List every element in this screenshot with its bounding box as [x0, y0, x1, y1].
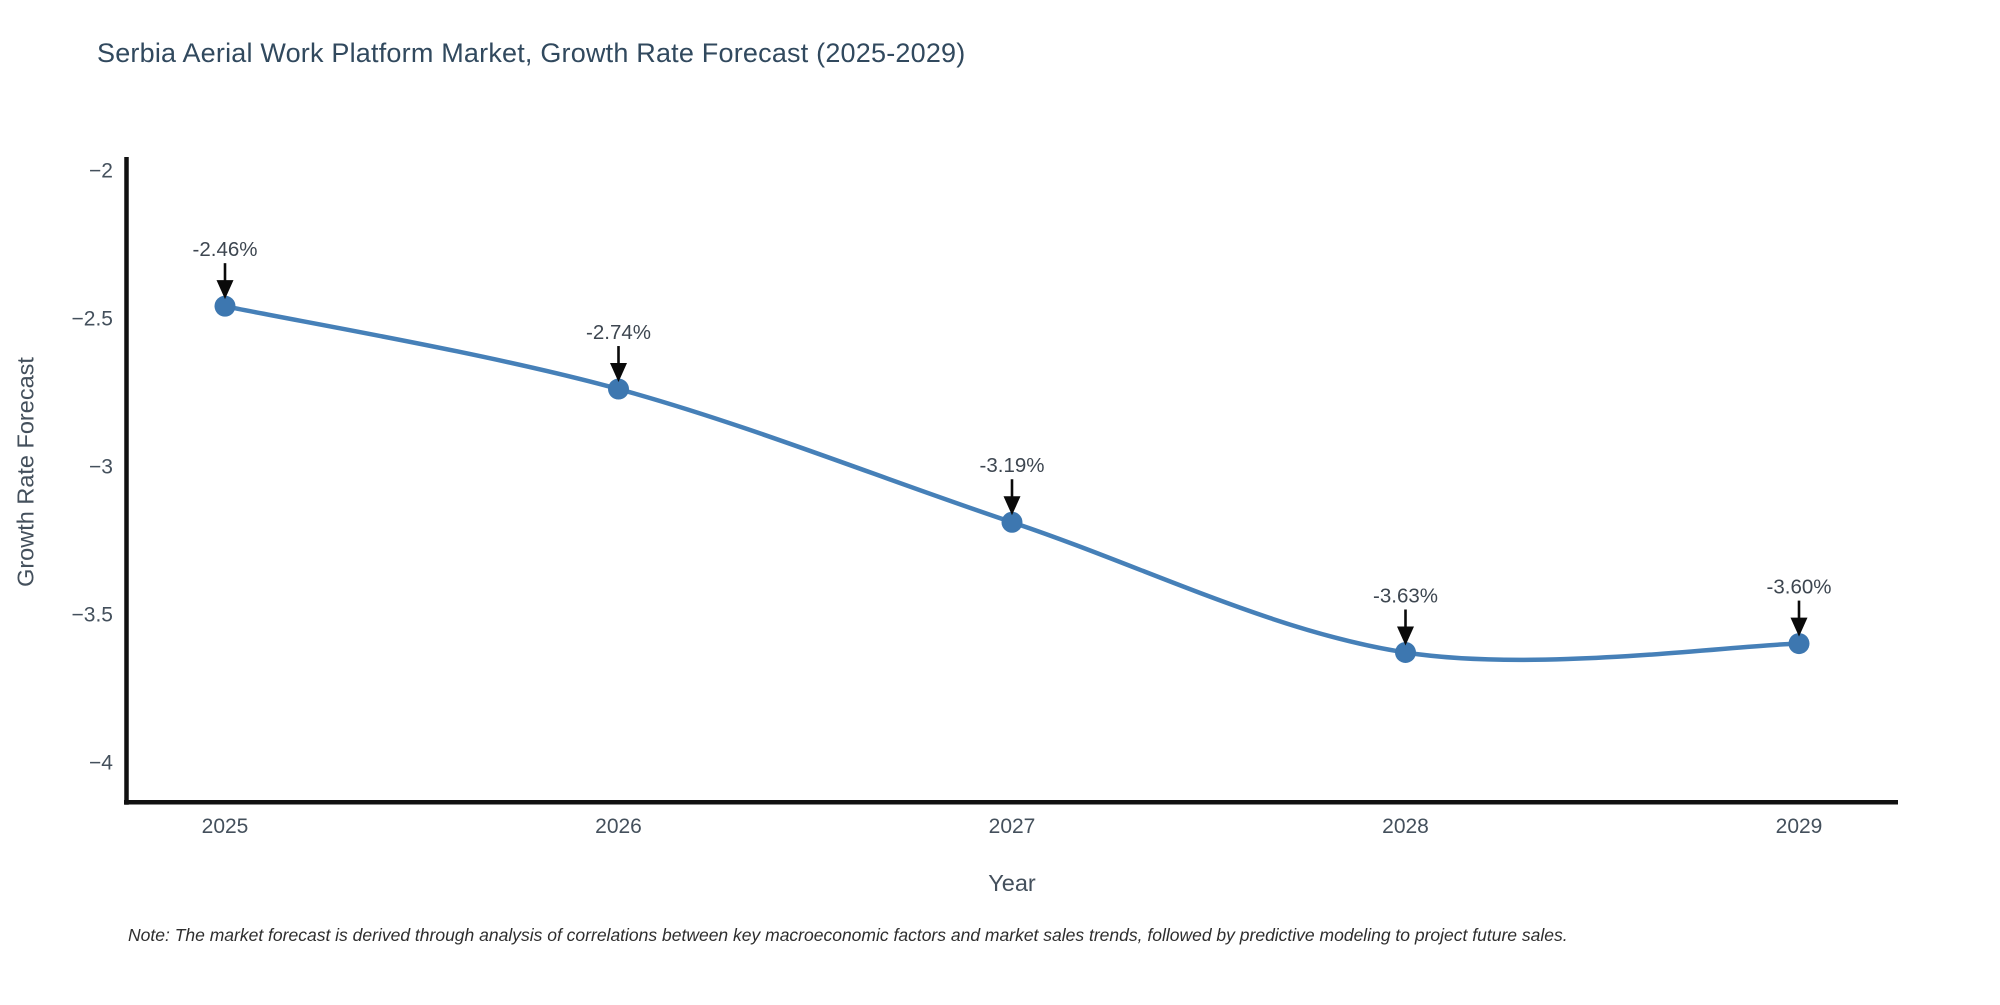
data-point-marker	[1395, 641, 1416, 663]
y-tick-label: −2	[89, 160, 113, 183]
data-point-label: -3.63%	[1373, 584, 1438, 607]
x-tick-label: 2027	[989, 815, 1036, 838]
x-tick-label: 2025	[202, 815, 249, 838]
footnote: Note: The market forecast is derived thr…	[128, 925, 1568, 945]
data-point-label: -3.19%	[980, 454, 1045, 477]
data-point-label: -2.74%	[586, 321, 651, 344]
data-point-label: -3.60%	[1767, 576, 1832, 599]
y-tick-label: −4	[89, 752, 113, 775]
y-tick-label: −3.5	[72, 604, 113, 627]
annotation-arrow-head	[1003, 496, 1021, 516]
data-point-marker	[608, 378, 629, 400]
data-point-label: -2.46%	[193, 238, 258, 261]
annotation-arrow-head	[1397, 626, 1414, 646]
annotation-arrow-head	[216, 280, 234, 300]
data-point-marker	[1001, 511, 1023, 533]
y-tick-label: −2.5	[72, 308, 113, 331]
x-tick-label: 2026	[595, 815, 642, 838]
y-tick-label: −3	[89, 456, 113, 479]
data-point-marker	[214, 295, 236, 317]
x-axis-title: Year	[988, 870, 1036, 896]
x-tick-label: 2029	[1776, 815, 1823, 838]
annotation-arrow-head	[1790, 617, 1808, 637]
x-tick-label: 2028	[1382, 815, 1429, 838]
chart-title: Serbia Aerial Work Platform Market, Grow…	[97, 38, 966, 68]
y-axis-title: Growth Rate Forecast	[12, 357, 39, 587]
data-point-marker	[1788, 633, 1810, 655]
annotation-arrow-head	[610, 363, 627, 383]
